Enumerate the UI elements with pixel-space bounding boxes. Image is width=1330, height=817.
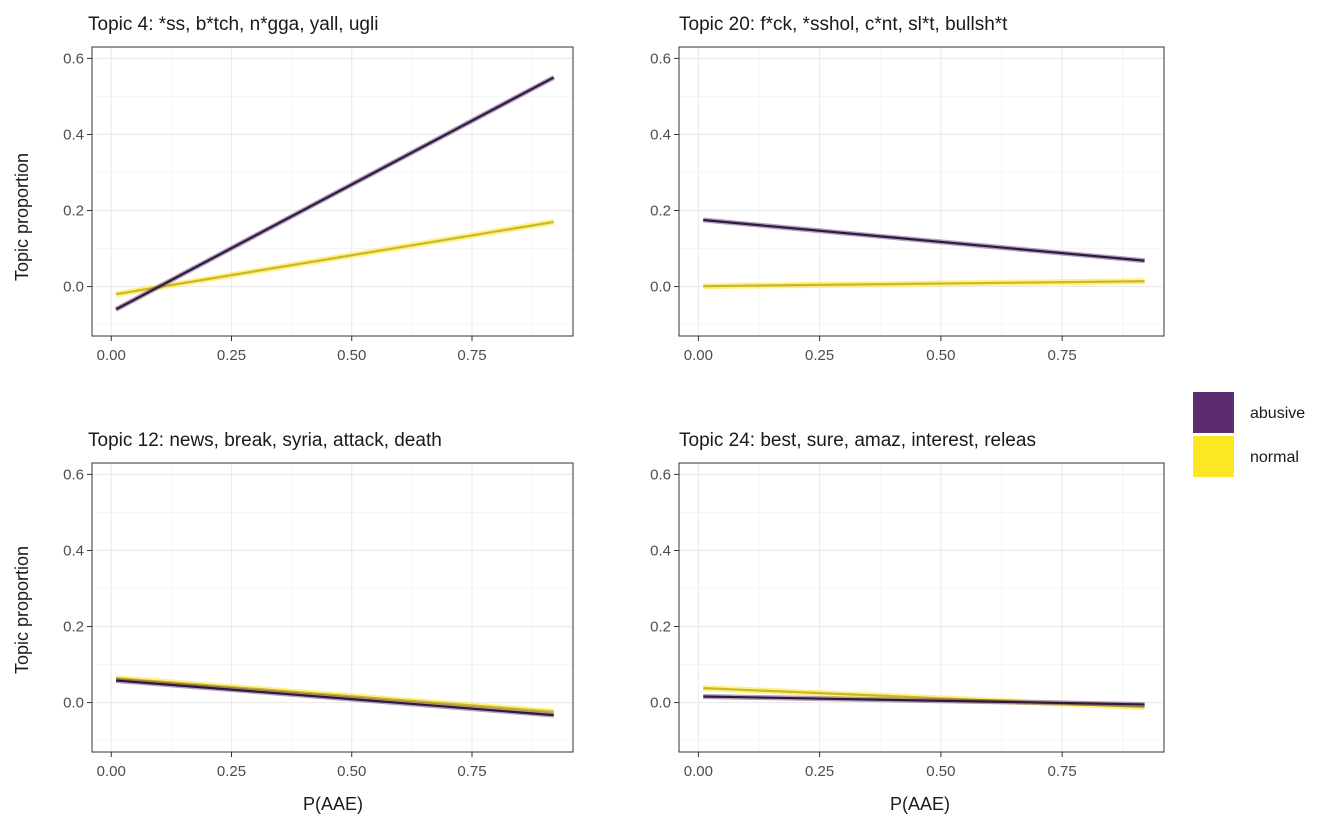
y-tick-label: 0.4: [650, 126, 671, 143]
panel-title: Topic 24: best, sure, amaz, interest, re…: [679, 430, 1036, 451]
x-tick-label: 0.00: [97, 347, 126, 364]
x-tick-label: 0.50: [337, 763, 366, 780]
panel-frame: [91, 462, 574, 753]
panel-title: Topic 12: news, break, syria, attack, de…: [88, 430, 442, 451]
series-line-normal: [115, 220, 554, 296]
series-line-abusive: [115, 76, 555, 311]
series-line-abusive: [703, 695, 1145, 706]
y-tick-label: 0.0: [63, 695, 84, 712]
y-axis-label-top: Topic proportion: [12, 153, 32, 281]
x-tick-label: 0.75: [1048, 347, 1077, 364]
y-tick-label: 0.6: [63, 466, 84, 483]
x-tick-label: 0.00: [684, 763, 713, 780]
y-tick-label: 0.6: [63, 50, 84, 67]
y-tick-label: 0.2: [650, 203, 671, 220]
x-tick-label: 0.25: [805, 347, 834, 364]
legend-label-abusive: abusive: [1250, 405, 1305, 422]
y-tick-label: 0.4: [63, 542, 84, 559]
x-tick-label: 0.50: [337, 347, 366, 364]
panel-frame: [678, 462, 1165, 753]
panel-title: Topic 4: *ss, b*tch, n*gga, yall, ugli: [88, 14, 378, 35]
y-tick-label: 0.0: [650, 695, 671, 712]
x-tick-label: 0.75: [457, 763, 486, 780]
panel-frame: [678, 46, 1165, 337]
panel-frame: [91, 46, 574, 337]
x-axis-label-left: P(AAE): [303, 794, 363, 814]
panel-title: Topic 20: f*ck, *sshol, c*nt, sl*t, bull…: [679, 14, 1008, 35]
y-tick-label: 0.2: [63, 619, 84, 636]
y-tick-label: 0.4: [650, 542, 671, 559]
y-axis-label-bottom: Topic proportion: [12, 546, 32, 674]
series-line-abusive: [115, 679, 554, 717]
y-tick-label: 0.4: [63, 126, 84, 143]
x-tick-label: 0.00: [684, 347, 713, 364]
legend-key-abusive: [1193, 392, 1234, 433]
x-tick-label: 0.50: [926, 763, 955, 780]
x-tick-label: 0.75: [457, 347, 486, 364]
series-line-abusive: [703, 218, 1145, 262]
y-tick-label: 0.0: [63, 279, 84, 296]
y-tick-label: 0.6: [650, 50, 671, 67]
x-tick-label: 0.25: [217, 763, 246, 780]
x-tick-label: 0.50: [926, 347, 955, 364]
x-tick-label: 0.25: [805, 763, 834, 780]
x-tick-label: 0.75: [1048, 763, 1077, 780]
x-axis-label-right: P(AAE): [890, 794, 950, 814]
y-tick-label: 0.2: [63, 203, 84, 220]
x-tick-label: 0.00: [97, 763, 126, 780]
y-tick-label: 0.6: [650, 466, 671, 483]
legend-label-normal: normal: [1250, 449, 1299, 466]
series-line-normal: [115, 677, 554, 713]
x-tick-label: 0.25: [217, 347, 246, 364]
panel-4: 0.00 0.25 0.50 0.75 0.0 0.2 0.4 0.6 Topic 24: be…: [650, 430, 1165, 780]
legend-key-normal: [1193, 436, 1234, 477]
panel-2: 0.00 0.25 0.50 0.75 0.0 0.2 0.4 0.6 Topic 20: f*…: [650, 14, 1165, 364]
y-tick-label: 0.0: [650, 279, 671, 296]
series-line-normal: [703, 280, 1145, 288]
y-tick-label: 0.2: [650, 619, 671, 636]
legend: abusive normal: [1193, 392, 1305, 477]
